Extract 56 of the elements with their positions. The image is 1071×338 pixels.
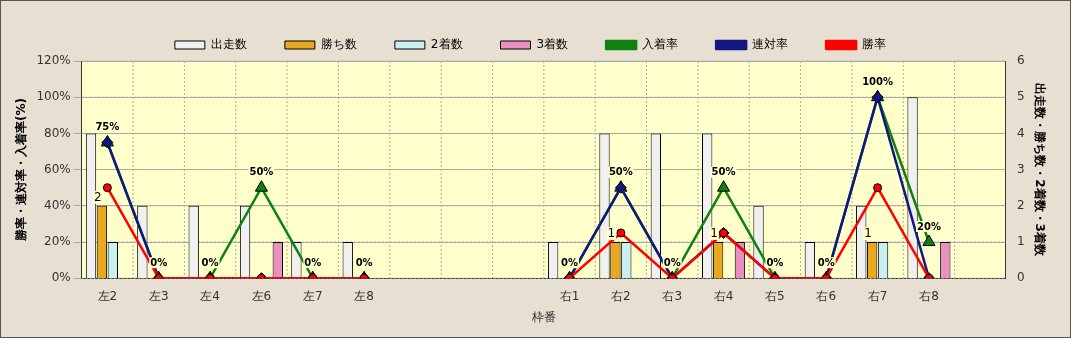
x-tick-label: 右6 bbox=[816, 288, 837, 303]
y2-axis-title: 出走数・勝ち数・2着数・3着数 bbox=[1032, 83, 1047, 257]
x-tick-label: 右1 bbox=[559, 288, 580, 303]
legend-label: 出走数 bbox=[210, 37, 247, 52]
x-tick-label: 左2 bbox=[97, 288, 118, 303]
x-tick-label: 左7 bbox=[302, 288, 323, 303]
data-label: 0% bbox=[304, 256, 322, 268]
data-label: 0% bbox=[150, 256, 168, 268]
data-label: 0% bbox=[817, 256, 835, 268]
data-label: 1 bbox=[864, 226, 872, 241]
data-label: 0% bbox=[355, 256, 373, 268]
y-tick-label: 0% bbox=[51, 270, 71, 285]
data-label: 2 bbox=[94, 189, 102, 204]
x-tick-label: 右8 bbox=[919, 288, 939, 303]
y2-tick-label: 0 bbox=[1016, 270, 1025, 285]
data-label: 75% bbox=[95, 121, 120, 133]
x-axis-title: 枠番 bbox=[530, 309, 556, 324]
data-label: 100% bbox=[862, 75, 894, 87]
y2-tick-label: 1 bbox=[1016, 234, 1025, 249]
x-tick-label: 左8 bbox=[354, 288, 374, 303]
data-label: 50% bbox=[711, 166, 736, 178]
x-tick-label: 左4 bbox=[200, 288, 220, 303]
x-tick-label: 左6 bbox=[251, 288, 272, 303]
x-tick-label: 右4 bbox=[713, 288, 734, 303]
y2-tick-label: 3 bbox=[1016, 161, 1025, 176]
data-label: 0% bbox=[766, 256, 784, 268]
y-tick-label: 100% bbox=[36, 89, 71, 104]
y-axis-title: 勝率・連対率・入着率(%) bbox=[14, 98, 29, 243]
legend-label: 2着数 bbox=[430, 37, 463, 52]
data-label: 50% bbox=[608, 166, 633, 178]
x-tick-label: 右7 bbox=[867, 288, 888, 303]
data-label: 0% bbox=[201, 256, 219, 268]
y2-tick-label: 4 bbox=[1016, 125, 1025, 140]
legend-label: 入着率 bbox=[642, 37, 679, 52]
y-tick-label: 120% bbox=[36, 53, 71, 68]
y-tick-label: 80% bbox=[44, 125, 71, 140]
x-tick-label: 左3 bbox=[148, 288, 169, 303]
x-tick-label: 右5 bbox=[765, 288, 785, 303]
y-tick-label: 20% bbox=[44, 234, 71, 249]
legend-label: 連対率 bbox=[752, 37, 789, 52]
x-tick-label: 右2 bbox=[611, 288, 631, 303]
data-label: 1 bbox=[607, 226, 616, 241]
x-tick-label: 右3 bbox=[662, 288, 683, 303]
y-tick-label: 60% bbox=[44, 161, 71, 176]
data-label: 1 bbox=[710, 226, 718, 241]
y2-tick-label: 2 bbox=[1016, 197, 1025, 212]
y2-tick-label: 5 bbox=[1016, 89, 1025, 104]
data-label: 0% bbox=[663, 256, 681, 268]
y2-tick-label: 6 bbox=[1016, 53, 1025, 68]
legend-label: 3着数 bbox=[536, 37, 569, 52]
data-label: 20% bbox=[916, 220, 941, 232]
legend-label: 勝率 bbox=[862, 37, 887, 52]
data-label: 0% bbox=[561, 256, 578, 268]
data-label: 50% bbox=[249, 166, 274, 178]
y-tick-label: 40% bbox=[44, 197, 71, 212]
legend-label: 勝ち数 bbox=[320, 37, 357, 52]
